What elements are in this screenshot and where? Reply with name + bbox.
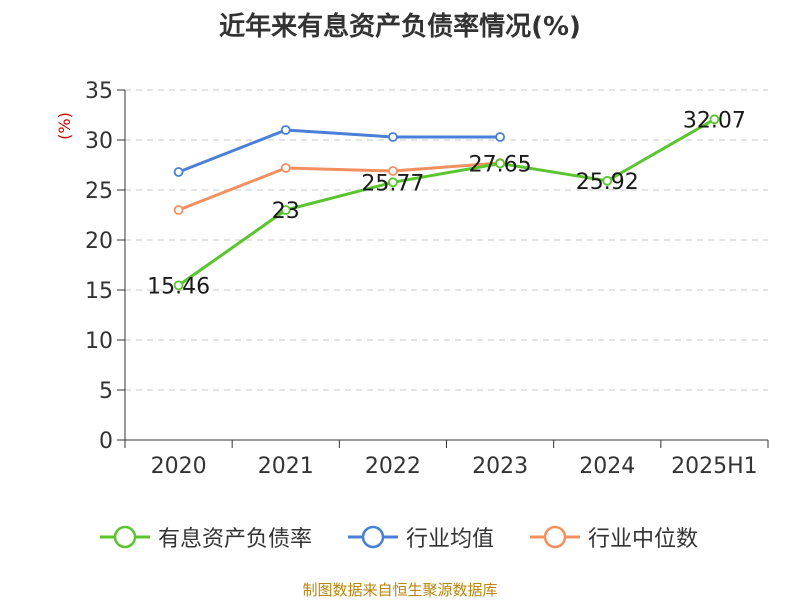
source-note: 制图数据来自恒生聚源数据库 [302, 581, 498, 599]
data-label: 25.92 [576, 170, 639, 195]
x-tick-label: 2022 [365, 454, 421, 479]
legend-item[interactable]: 有息资产负债率 [100, 520, 312, 554]
series-line [178, 128, 501, 174]
y-tick-label: 30 [85, 129, 113, 154]
legend-item[interactable]: 行业中位数 [530, 520, 698, 554]
legend-label: 有息资产负债率 [158, 527, 313, 552]
data-point [173, 280, 184, 291]
legend-label: 行业均值 [406, 527, 495, 552]
data-label: 15.46 [147, 274, 210, 299]
y-tick-label: 20 [85, 229, 113, 254]
data-point [495, 132, 505, 142]
x-tick-label: 2024 [579, 454, 635, 479]
data-point [280, 125, 291, 135]
y-tick-label: 15 [85, 279, 113, 304]
y-tick-label: 10 [85, 329, 113, 354]
data-point [495, 158, 505, 169]
data-point [388, 177, 398, 188]
data-point [709, 114, 720, 125]
legend-label: 行业中位数 [588, 527, 699, 552]
data-label: 23 [272, 199, 300, 224]
x-tick-label: 2021 [258, 454, 314, 479]
y-tick-label: 5 [99, 379, 113, 404]
y-axis-label: (%) [55, 112, 74, 140]
data-label: 25.77 [361, 171, 424, 196]
data-point [173, 167, 184, 177]
x-tick-label: 2020 [151, 454, 207, 479]
data-point [173, 205, 184, 215]
data-point [388, 132, 398, 142]
y-tick-label: 0 [99, 429, 113, 454]
legend-marker [530, 525, 580, 549]
series-line [178, 161, 501, 212]
data-point [280, 163, 291, 173]
y-tick-label: 35 [85, 79, 113, 104]
data-label: 32.07 [683, 108, 746, 133]
data-point [280, 205, 291, 215]
legend-item[interactable]: 行业均值 [348, 520, 494, 554]
series-line [177, 117, 716, 287]
legend-marker [100, 525, 150, 549]
legend-marker [348, 525, 398, 549]
data-point [602, 175, 613, 186]
data-label: 27.65 [469, 153, 532, 178]
chart-title: 近年来有息资产负债率情况(%) [219, 12, 581, 42]
x-tick-label: 2023 [472, 454, 528, 479]
data-point [388, 166, 398, 176]
y-tick-label: 25 [85, 179, 113, 204]
x-tick-label: 2025H1 [671, 454, 758, 479]
